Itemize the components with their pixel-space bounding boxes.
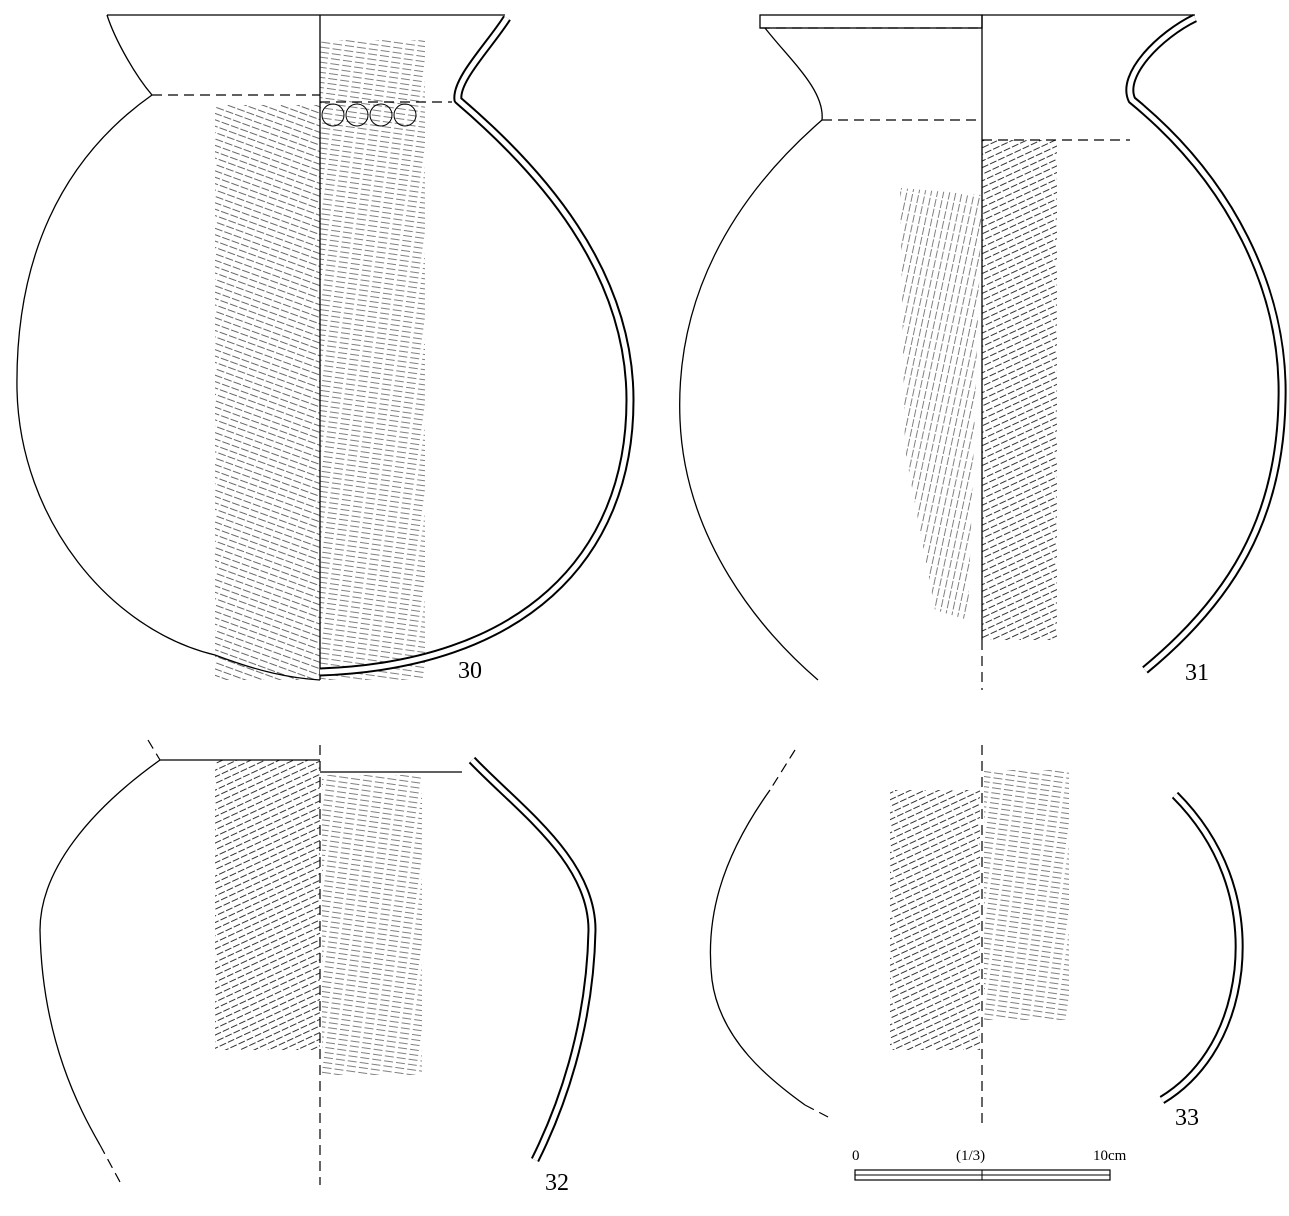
hatching	[984, 770, 1069, 1020]
hatching	[982, 140, 1057, 640]
outline	[39, 759, 161, 1146]
outline	[769, 749, 796, 791]
hatching	[215, 760, 320, 1050]
hatching	[322, 775, 422, 1075]
section	[1160, 793, 1242, 1103]
hatching	[900, 188, 982, 620]
outline	[709, 789, 806, 1106]
rim	[759, 14, 983, 29]
hatching	[890, 790, 980, 1050]
outline	[99, 1144, 121, 1183]
hatching	[320, 40, 425, 680]
vessel-33: 33	[709, 745, 1244, 1131]
section	[1159, 791, 1244, 1104]
vessel-30: 30	[16, 14, 635, 684]
vessel-32: 32	[39, 739, 597, 1196]
hatching	[215, 105, 320, 680]
scale-bar: 0 (1/3) 10cm	[852, 1148, 1127, 1181]
figure-number: 31	[1185, 660, 1209, 686]
section	[470, 758, 595, 1162]
section	[319, 16, 633, 675]
scale-start: 0	[852, 1148, 860, 1164]
figure-number: 33	[1175, 1105, 1199, 1131]
outline	[679, 14, 1195, 681]
figure-number: 32	[545, 1170, 569, 1196]
outline	[804, 1104, 831, 1119]
figure-number: 30	[458, 658, 482, 684]
outline	[16, 14, 505, 681]
section	[1127, 15, 1285, 672]
scale-ratio: (1/3)	[956, 1148, 985, 1164]
vessel-31: 31	[679, 13, 1287, 690]
scale-end: 10cm	[1093, 1148, 1127, 1164]
outline	[147, 739, 161, 761]
